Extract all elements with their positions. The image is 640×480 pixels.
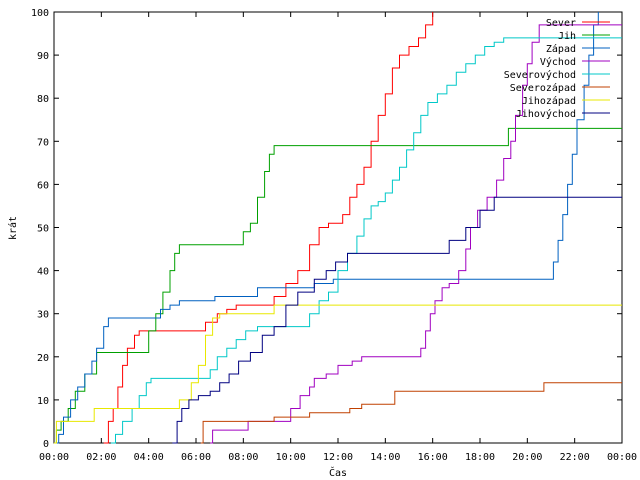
x-tick-label: 06:00: [181, 452, 211, 463]
legend-label: Jih: [558, 31, 576, 42]
series-line-7: [54, 304, 622, 444]
series-lines: [54, 12, 622, 444]
legend-label: Západ: [546, 43, 576, 55]
legend-label: Jihozápad: [522, 95, 576, 107]
x-tick-label: 18:00: [465, 452, 495, 463]
y-tick-label: 0: [43, 439, 49, 450]
series-line-8: [172, 196, 622, 444]
series-line-5: [110, 37, 622, 444]
x-tick-label: 10:00: [276, 452, 306, 463]
x-tick-label: 14:00: [370, 452, 400, 463]
x-tick-label: 04:00: [134, 452, 164, 463]
series-line-3: [54, 12, 599, 444]
legend-label: Jihovýchod: [516, 108, 576, 120]
x-tick-label: 08:00: [228, 452, 258, 463]
legend-label: Sever: [546, 18, 576, 29]
y-tick-label: 80: [37, 94, 49, 105]
series-line-1: [103, 12, 434, 444]
axis-ticks: 0 10 20 30 40 50 60 70 80 90 100 00:00 02:00 04:00 06:…: [31, 8, 637, 463]
x-axis-label: Čas: [329, 466, 347, 479]
y-tick-label: 70: [37, 137, 49, 148]
y-tick-label: 90: [37, 51, 49, 62]
x-tick-label: 22:00: [560, 452, 590, 463]
y-tick-label: 30: [37, 310, 49, 321]
x-tick-label: 16:00: [418, 452, 448, 463]
legend: Sever JihZápadVýchodSeverovýchodSeverozáp…: [504, 18, 610, 120]
x-tick-label: 00:00: [39, 452, 69, 463]
x-tick-label: 02:00: [86, 452, 116, 463]
x-tick-label: 12:00: [323, 452, 353, 463]
y-tick-label: 10: [37, 396, 49, 407]
series-line-4: [210, 24, 622, 444]
y-tick-label: 100: [31, 8, 49, 19]
series-line-2: [54, 127, 622, 444]
y-tick-label: 20: [37, 353, 49, 364]
y-axis-label: krát: [7, 216, 19, 240]
y-tick-label: 40: [37, 267, 49, 278]
y-tick-label: 60: [37, 180, 49, 191]
x-tick-label: 00:00: [607, 452, 637, 463]
legend-label: Severovýchod: [504, 69, 576, 81]
y-tick-label: 50: [37, 224, 49, 235]
legend-label: Severozápad: [510, 82, 576, 94]
legend-label: Východ: [540, 56, 576, 68]
series-line-6: [200, 382, 622, 444]
x-tick-label: 20:00: [512, 452, 542, 463]
